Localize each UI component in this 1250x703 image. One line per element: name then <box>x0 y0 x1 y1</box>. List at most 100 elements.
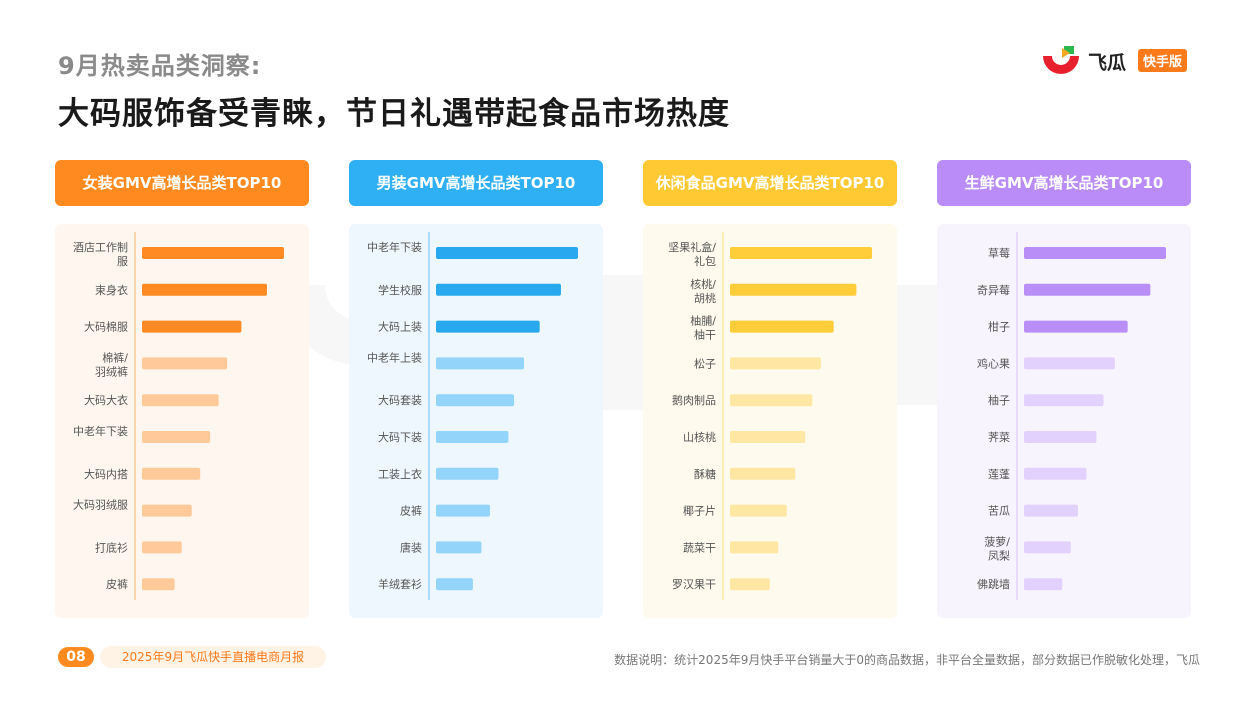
bar <box>142 320 242 333</box>
bar <box>730 467 796 480</box>
category-label: 山核桃 <box>683 430 716 444</box>
category-label: 大码羽绒服 <box>73 498 128 512</box>
bar <box>1024 394 1104 407</box>
page-number: 08 <box>58 647 94 667</box>
bar <box>1024 431 1097 443</box>
category-label: 棉裤/羽绒裤 <box>95 350 128 378</box>
category-label: 大码内搭 <box>84 467 128 481</box>
bar <box>142 394 219 407</box>
page-title: 大码服饰备受青睐，节日礼遇带起食品市场热度 <box>58 96 730 132</box>
category-label: 坚果礼盒/礼包 <box>668 240 716 268</box>
category-label: 中老年上装 <box>367 350 422 364</box>
brand-logo: 飞瓜 快手版 <box>1040 44 1200 78</box>
category-label: 大码套装 <box>378 393 422 407</box>
bar <box>1024 247 1166 259</box>
category-label: 唐装 <box>400 540 422 554</box>
category-label: 皮裤 <box>400 504 422 518</box>
category-label: 学生校服 <box>378 283 422 297</box>
category-label: 中老年下装 <box>73 424 128 438</box>
report-name: 2025年9月飞瓜快手直播电商月报 <box>100 646 326 668</box>
category-label: 酒店工作制服 <box>73 240 128 268</box>
category-label: 柚子 <box>988 393 1010 407</box>
bar <box>436 247 578 259</box>
category-label: 菠萝/凤梨 <box>984 535 1010 562</box>
category-label: 罗汉果干 <box>672 578 716 591</box>
chart-men: 男装GMV高增长品类TOP10 中老年下装 学生校服 大码上装 中老年上装 大码套装 大码… <box>349 160 603 620</box>
chart-fresh: 生鲜GMV高增长品类TOP10 草莓奇异莓柑子鸡心果柚子荠菜莲蓬苦瓜菠萝/凤梨佛… <box>937 160 1191 620</box>
bar <box>436 504 490 517</box>
category-label: 皮裤 <box>106 577 128 591</box>
category-label: 中老年下装 <box>367 240 422 254</box>
bar <box>436 431 509 443</box>
bar <box>142 247 284 259</box>
chart-panel-fresh: 草莓奇异莓柑子鸡心果柚子荠菜莲蓬苦瓜菠萝/凤梨佛跳墙 <box>937 224 1191 618</box>
category-label: 大码下装 <box>378 430 422 444</box>
bar <box>1024 357 1115 370</box>
category-label: 蔬菜干 <box>683 541 716 554</box>
category-label: 莲蓬 <box>988 468 1010 481</box>
category-label: 松子 <box>694 356 716 370</box>
category-label: 荠菜 <box>988 431 1010 444</box>
chart-title-fresh: 生鲜GMV高增长品类TOP10 <box>937 160 1191 206</box>
bar <box>730 541 779 554</box>
bar <box>1024 283 1151 296</box>
bar <box>730 320 834 333</box>
chart-title-women: 女装GMV高增长品类TOP10 <box>55 160 309 206</box>
bar <box>730 247 872 259</box>
bar <box>730 357 821 370</box>
category-label: 打底衫 <box>95 540 128 554</box>
category-label: 羊绒套衫 <box>378 577 422 591</box>
bar <box>142 578 175 591</box>
bar <box>1024 467 1087 480</box>
bar <box>142 357 228 370</box>
chart-snack: 休闲食品GMV高增长品类TOP10 坚果礼盒/礼包 核桃/胡桃 柚脯/柚干 松子 鹅肉制… <box>643 160 897 620</box>
chart-panel-women: 酒店工作制服 束身衣 大码棉服 棉裤/羽绒裤 大码大衣 中老年下装 大码内搭 大码羽绒服 打底衫… <box>55 224 309 618</box>
category-label: 大码上装 <box>378 320 422 334</box>
chart-panel-men: 中老年下装学生校服大码上装中老年上装大码套装大码下装工装上衣皮裤唐装羊绒套衫 <box>349 224 603 618</box>
bar <box>730 431 806 443</box>
bar <box>142 541 182 554</box>
chart-svg-women: 酒店工作制服束身衣大码棉服棉裤/羽绒裤大码大衣中老年下装大码内搭大码羽绒服打底衫… <box>73 232 284 600</box>
bar <box>730 504 787 517</box>
category-label: 大码大衣 <box>84 393 128 407</box>
bar <box>436 320 540 333</box>
bar <box>142 431 211 443</box>
chart-panel-snack: 坚果礼盒/礼包 核桃/胡桃 柚脯/柚干 松子 鹅肉制品 山核桃 酥糖 椰子片 蔬菜干 罗汉果干 <box>643 224 897 618</box>
category-label: 鹅肉制品 <box>672 393 716 407</box>
bar <box>1024 541 1071 554</box>
category-label: 草莓 <box>988 247 1010 260</box>
chart-women: 女装GMV高增长品类TOP10 酒店工作制服 束身衣 大码棉服 棉裤/羽绒裤 大码大衣中… <box>55 160 309 620</box>
bar <box>730 394 813 407</box>
category-label: 椰子片 <box>683 504 716 518</box>
bar <box>436 394 515 407</box>
category-label: 束身衣 <box>95 283 128 297</box>
bar <box>730 283 857 296</box>
bar <box>436 578 473 591</box>
bar <box>142 504 192 517</box>
bar <box>142 467 201 480</box>
brand-name: 飞瓜 <box>1088 52 1127 74</box>
category-label: 工装上衣 <box>378 467 422 481</box>
bar <box>436 357 525 370</box>
bar <box>142 283 267 296</box>
category-label: 奇异莓 <box>977 284 1010 297</box>
category-label: 鸡心果 <box>977 356 1010 370</box>
category-label: 苦瓜 <box>988 505 1010 518</box>
bar <box>436 467 499 480</box>
bar <box>1024 320 1128 333</box>
data-footnote: 数据说明：统计2025年9月快手平台销量大于0的商品数据，非平台全量数据，部分数… <box>614 653 1200 667</box>
bar <box>436 541 482 554</box>
logo-icon <box>1043 46 1079 74</box>
category-label: 核桃/胡桃 <box>690 277 716 305</box>
bar <box>1024 578 1063 591</box>
bar <box>436 283 561 296</box>
category-label: 柑子 <box>988 320 1010 334</box>
brand-badge: 快手版 <box>1138 49 1188 72</box>
category-label: 柚脯/柚干 <box>690 314 716 342</box>
page-subtitle: 9月热卖品类洞察: <box>58 52 262 80</box>
category-label: 佛跳墙 <box>977 577 1010 591</box>
bar <box>730 578 770 591</box>
